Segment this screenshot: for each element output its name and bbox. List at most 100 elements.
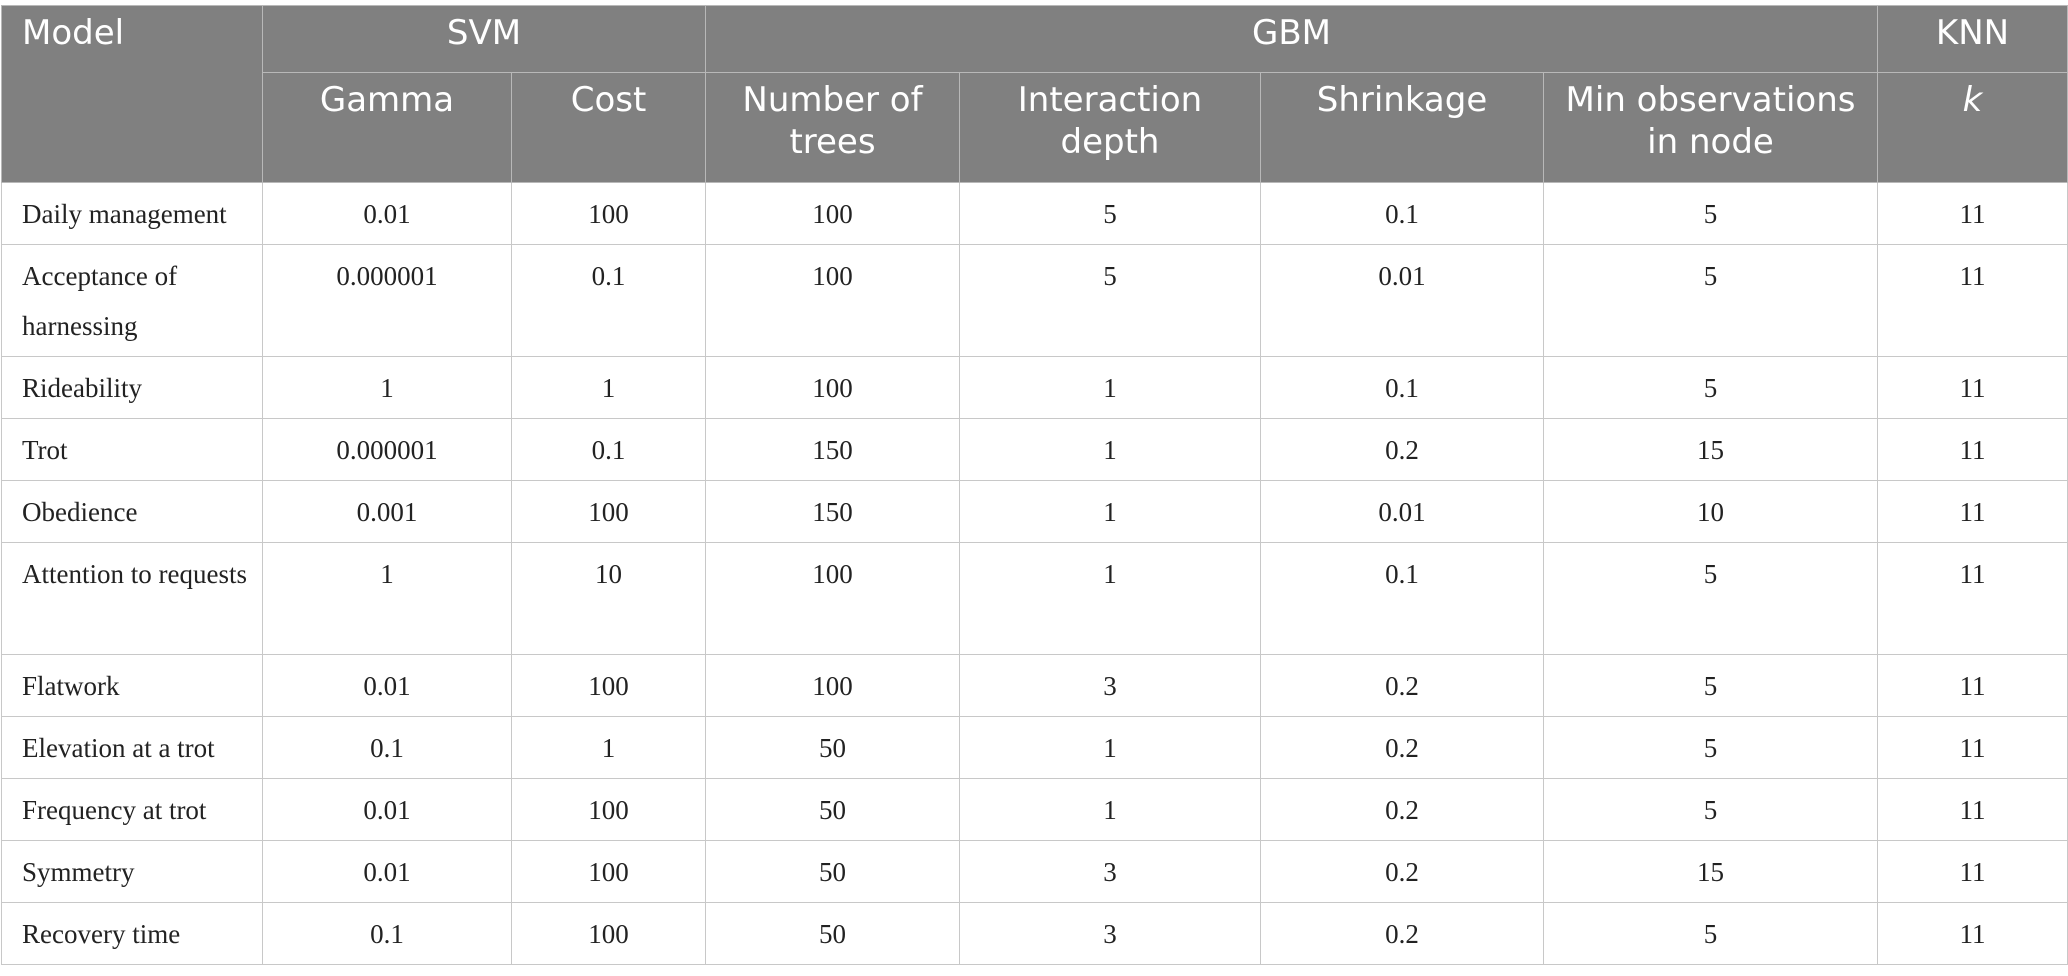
table-row: Acceptance of harnessing 0.000001 0.1 10… bbox=[1, 244, 2068, 357]
cell-k: 11 bbox=[1877, 182, 2068, 245]
cell-min-observations: 15 bbox=[1542, 840, 1879, 903]
cell-number-of-trees: 50 bbox=[705, 716, 960, 779]
cell-number-of-trees: 100 bbox=[705, 244, 960, 357]
cell-cost: 0.1 bbox=[511, 418, 706, 481]
column-header-k: k bbox=[1877, 72, 2068, 183]
row-label: Symmetry bbox=[1, 840, 263, 903]
column-header-shrinkage: Shrinkage bbox=[1260, 72, 1544, 183]
cell-min-observations: 10 bbox=[1542, 480, 1879, 543]
cell-cost: 1 bbox=[511, 356, 706, 419]
cell-interaction-depth: 1 bbox=[959, 480, 1261, 543]
cell-cost: 100 bbox=[511, 902, 706, 965]
cell-interaction-depth: 3 bbox=[959, 902, 1261, 965]
cell-cost: 1 bbox=[511, 716, 706, 779]
column-header-cost: Cost bbox=[511, 72, 706, 183]
cell-min-observations: 5 bbox=[1542, 778, 1879, 841]
cell-interaction-depth: 3 bbox=[959, 840, 1261, 903]
column-header-interaction-depth: Interaction depth bbox=[959, 72, 1261, 183]
cell-gamma: 0.01 bbox=[262, 654, 512, 717]
cell-gamma: 1 bbox=[262, 542, 512, 655]
cell-k: 11 bbox=[1877, 716, 2068, 779]
cell-shrinkage: 0.1 bbox=[1260, 356, 1544, 419]
cell-gamma: 0.01 bbox=[262, 778, 512, 841]
cell-shrinkage: 0.01 bbox=[1260, 244, 1544, 357]
cell-min-observations: 5 bbox=[1542, 716, 1879, 779]
column-header-min-observations: Min observations in node bbox=[1542, 72, 1879, 183]
table-header: Model SVM GBM KNN Gamma Cost Number of t… bbox=[1, 5, 2068, 183]
row-label: Acceptance of harnessing bbox=[1, 244, 263, 357]
row-label: Daily management bbox=[1, 182, 263, 245]
cell-number-of-trees: 150 bbox=[705, 480, 960, 543]
cell-shrinkage: 0.2 bbox=[1260, 902, 1544, 965]
cell-gamma: 1 bbox=[262, 356, 512, 419]
cell-shrinkage: 0.2 bbox=[1260, 716, 1544, 779]
row-label: Flatwork bbox=[1, 654, 263, 717]
cell-k: 11 bbox=[1877, 778, 2068, 841]
cell-cost: 100 bbox=[511, 480, 706, 543]
table-row: Trot 0.000001 0.1 150 1 0.2 15 11 bbox=[1, 418, 2068, 481]
cell-number-of-trees: 50 bbox=[705, 778, 960, 841]
row-label: Trot bbox=[1, 418, 263, 481]
cell-k: 11 bbox=[1877, 356, 2068, 419]
cell-number-of-trees: 50 bbox=[705, 902, 960, 965]
cell-k: 11 bbox=[1877, 480, 2068, 543]
table-row: Daily management 0.01 100 100 5 0.1 5 11 bbox=[1, 182, 2068, 245]
row-label: Frequency at trot bbox=[1, 778, 263, 841]
table-row: Obedience 0.001 100 150 1 0.01 10 11 bbox=[1, 480, 2068, 543]
cell-interaction-depth: 1 bbox=[959, 778, 1261, 841]
cell-gamma: 0.01 bbox=[262, 840, 512, 903]
cell-shrinkage: 0.01 bbox=[1260, 480, 1544, 543]
cell-cost: 10 bbox=[511, 542, 706, 655]
header-row-columns: Gamma Cost Number of trees Interaction d… bbox=[2, 72, 2068, 183]
group-header-knn: KNN bbox=[1877, 5, 2068, 73]
cell-cost: 100 bbox=[511, 778, 706, 841]
table-row: Frequency at trot 0.01 100 50 1 0.2 5 11 bbox=[1, 778, 2068, 841]
cell-k: 11 bbox=[1877, 654, 2068, 717]
table-row: Flatwork 0.01 100 100 3 0.2 5 11 bbox=[1, 654, 2068, 717]
cell-shrinkage: 0.1 bbox=[1260, 182, 1544, 245]
table-body: Daily management 0.01 100 100 5 0.1 5 11… bbox=[1, 182, 2068, 965]
cell-min-observations: 5 bbox=[1542, 902, 1879, 965]
row-label: Obedience bbox=[1, 480, 263, 543]
cell-number-of-trees: 50 bbox=[705, 840, 960, 903]
cell-min-observations: 5 bbox=[1542, 244, 1879, 357]
cell-gamma: 0.001 bbox=[262, 480, 512, 543]
table-row: Recovery time 0.1 100 50 3 0.2 5 11 bbox=[1, 902, 2068, 965]
cell-cost: 100 bbox=[511, 840, 706, 903]
table-row: Elevation at a trot 0.1 1 50 1 0.2 5 11 bbox=[1, 716, 2068, 779]
cell-number-of-trees: 100 bbox=[705, 654, 960, 717]
cell-shrinkage: 0.2 bbox=[1260, 654, 1544, 717]
cell-gamma: 0.1 bbox=[262, 902, 512, 965]
cell-k: 11 bbox=[1877, 840, 2068, 903]
column-header-number-of-trees: Number of trees bbox=[705, 72, 960, 183]
cell-interaction-depth: 1 bbox=[959, 542, 1261, 655]
cell-number-of-trees: 100 bbox=[705, 542, 960, 655]
table-row: Rideability 1 1 100 1 0.1 5 11 bbox=[1, 356, 2068, 419]
cell-min-observations: 5 bbox=[1542, 542, 1879, 655]
cell-gamma: 0.000001 bbox=[262, 418, 512, 481]
cell-cost: 0.1 bbox=[511, 244, 706, 357]
cell-number-of-trees: 100 bbox=[705, 356, 960, 419]
cell-cost: 100 bbox=[511, 654, 706, 717]
row-label: Recovery time bbox=[1, 902, 263, 965]
row-label: Rideability bbox=[1, 356, 263, 419]
cell-interaction-depth: 5 bbox=[959, 182, 1261, 245]
hyperparameter-table: Model SVM GBM KNN Gamma Cost Number of t… bbox=[1, 5, 2068, 965]
cell-k: 11 bbox=[1877, 244, 2068, 357]
cell-min-observations: 15 bbox=[1542, 418, 1879, 481]
cell-interaction-depth: 1 bbox=[959, 418, 1261, 481]
group-header-gbm: GBM bbox=[704, 5, 1879, 73]
row-label: Elevation at a trot bbox=[1, 716, 263, 779]
table-row: Symmetry 0.01 100 50 3 0.2 15 11 bbox=[1, 840, 2068, 903]
model-column-header: Model bbox=[1, 5, 263, 183]
table-container: Model SVM GBM KNN Gamma Cost Number of t… bbox=[1, 5, 2068, 965]
cell-gamma: 0.000001 bbox=[262, 244, 512, 357]
header-row-groups: Model SVM GBM KNN bbox=[1, 5, 2068, 183]
cell-k: 11 bbox=[1877, 542, 2068, 655]
cell-number-of-trees: 150 bbox=[705, 418, 960, 481]
cell-interaction-depth: 1 bbox=[959, 356, 1261, 419]
cell-number-of-trees: 100 bbox=[705, 182, 960, 245]
column-header-gamma: Gamma bbox=[262, 72, 512, 183]
cell-cost: 100 bbox=[511, 182, 706, 245]
cell-interaction-depth: 3 bbox=[959, 654, 1261, 717]
